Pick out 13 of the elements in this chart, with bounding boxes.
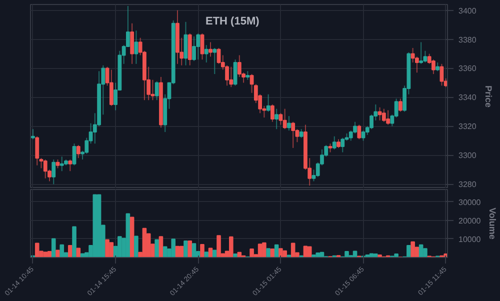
y-tick-label: 3280 — [458, 180, 477, 190]
y-tick-label: 3360 — [458, 64, 477, 74]
y-tick-label: 20000 — [458, 216, 482, 226]
y-tick-label: 3300 — [458, 151, 477, 160]
y-tick-label: 30000 — [458, 198, 482, 207]
text: ETH (15M) — [206, 16, 260, 28]
y-tick-label: 10000 — [458, 234, 482, 244]
y-tick-label: 3400 — [458, 6, 477, 16]
y-axis-title: Volume — [488, 208, 498, 240]
y-tick-label: 3320 — [458, 122, 477, 132]
y-axis-title: Price — [483, 85, 494, 108]
y-tick-label: 3340 — [458, 93, 477, 102]
y-tick-label: 3380 — [458, 35, 477, 44]
